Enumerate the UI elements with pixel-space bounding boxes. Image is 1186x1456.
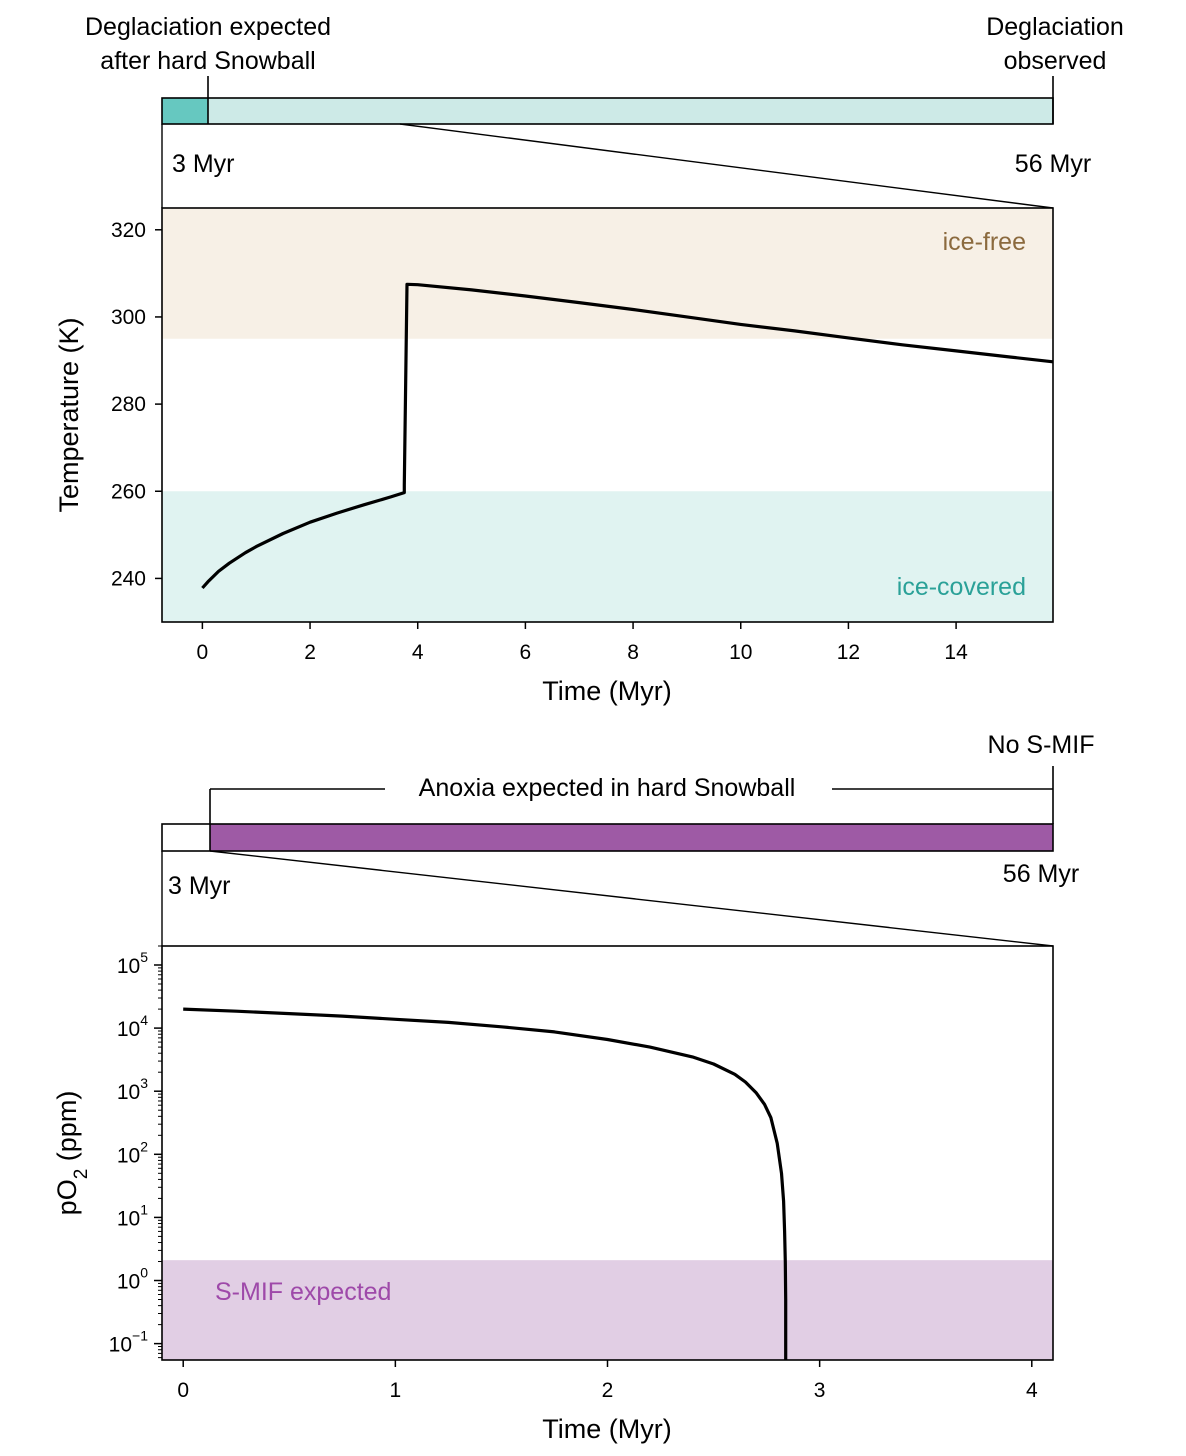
temperature-xtick-label: 14: [944, 641, 968, 664]
top-timeline-after-marker: [208, 98, 1053, 124]
temperature-series-line: [201, 282, 1054, 590]
temperature-xtick-label: 10: [729, 641, 752, 664]
oxygen-ytick-label: 102: [117, 1138, 148, 1167]
top-right-annotation-line1: Deglaciation: [986, 13, 1124, 41]
temperature-xtick-label: 4: [412, 641, 424, 664]
temperature-ytick-label: 320: [111, 219, 146, 242]
top-timeline: Deglaciation expected after hard Snowbal…: [85, 13, 1124, 209]
bottom-right-annotation: No S-MIF: [988, 731, 1095, 759]
temperature-xtick-label: 12: [837, 641, 860, 664]
oxygen-ylabel-unit: (ppm): [52, 1091, 82, 1169]
oxygen-ylabel-base: pO: [52, 1179, 82, 1215]
oxygen-ytick-label: 103: [117, 1075, 148, 1104]
temperature-xtick-label: 0: [197, 641, 209, 664]
oxygen-xtick-label: 3: [814, 1379, 826, 1402]
bottom-end-label: 56 Myr: [1003, 860, 1079, 888]
oxygen-xtick-label: 1: [390, 1379, 402, 1402]
top-timeline-before-marker: [162, 98, 208, 124]
temperature-panel: ice-free ice-covered 0 2 4 6 8 10 12 14 240 260 28…: [54, 207, 1054, 706]
oxygen-xtick-label: 4: [1026, 1379, 1038, 1402]
temperature-band-label-1: ice-covered: [897, 573, 1026, 601]
top-zoom-right-line: [399, 123, 1054, 209]
temperature-ytick-label: 280: [111, 393, 146, 416]
bottom-marker-label: 3 Myr: [168, 872, 231, 900]
temperature-band-label-0: ice-free: [943, 228, 1026, 256]
oxygen-xlabel: Time (Myr): [542, 1414, 671, 1444]
temperature-xlabel: Time (Myr): [542, 676, 671, 706]
temperature-band-1: [162, 491, 1053, 622]
oxygen-xtick-label: 0: [177, 1379, 189, 1402]
oxygen-ylabel-subscript: 2: [71, 1169, 92, 1180]
oxygen-series-line: [183, 1007, 788, 1360]
top-left-annotation-line2: after hard Snowball: [100, 47, 315, 75]
bottom-timeline: No S-MIF Anoxia expected in hard Snowbal…: [161, 731, 1095, 947]
oxygen-band-0: [162, 1260, 1053, 1360]
temperature-band-0: [162, 208, 1053, 339]
top-right-annotation-line2: observed: [1004, 47, 1107, 75]
bottom-zoom-right-line: [209, 850, 1054, 947]
top-marker-label: 3 Myr: [172, 150, 235, 178]
temperature-xtick-label: 6: [520, 641, 532, 664]
oxygen-ytick-label: 101: [117, 1201, 148, 1230]
bottom-timeline-frame: [161, 823, 1054, 852]
oxygen-ytick-label: 10−1: [109, 1328, 149, 1357]
bottom-timeline-before-marker: [162, 824, 210, 851]
oxygen-band-label-0: S-MIF expected: [215, 1278, 391, 1306]
temperature-plot-frame: [161, 207, 1054, 623]
temperature-ytick-label: 300: [111, 306, 146, 329]
bottom-timeline-after-marker: [210, 824, 1053, 851]
top-left-annotation-line1: Deglaciation expected: [85, 13, 331, 41]
oxygen-ytick-label: 105: [117, 949, 148, 978]
temperature-ytick-label: 260: [111, 480, 146, 503]
temperature-ylabel: Temperature (K): [54, 317, 84, 512]
oxygen-panel: S-MIF expected 0 1 2 3 4 10−1 100 101 102 103 104…: [52, 945, 1054, 1444]
temperature-xtick-label: 8: [627, 641, 639, 664]
bracket-annotation: Anoxia expected in hard Snowball: [419, 774, 796, 802]
top-end-label: 56 Myr: [1015, 150, 1091, 178]
temperature-ytick-label: 240: [111, 567, 146, 590]
oxygen-ytick-label: 100: [117, 1265, 148, 1294]
oxygen-ylabel: pO2 (ppm): [52, 1091, 92, 1216]
oxygen-xtick-label: 2: [602, 1379, 614, 1402]
temperature-xtick-label: 2: [304, 641, 316, 664]
oxygen-ytick-label: 104: [117, 1012, 148, 1041]
